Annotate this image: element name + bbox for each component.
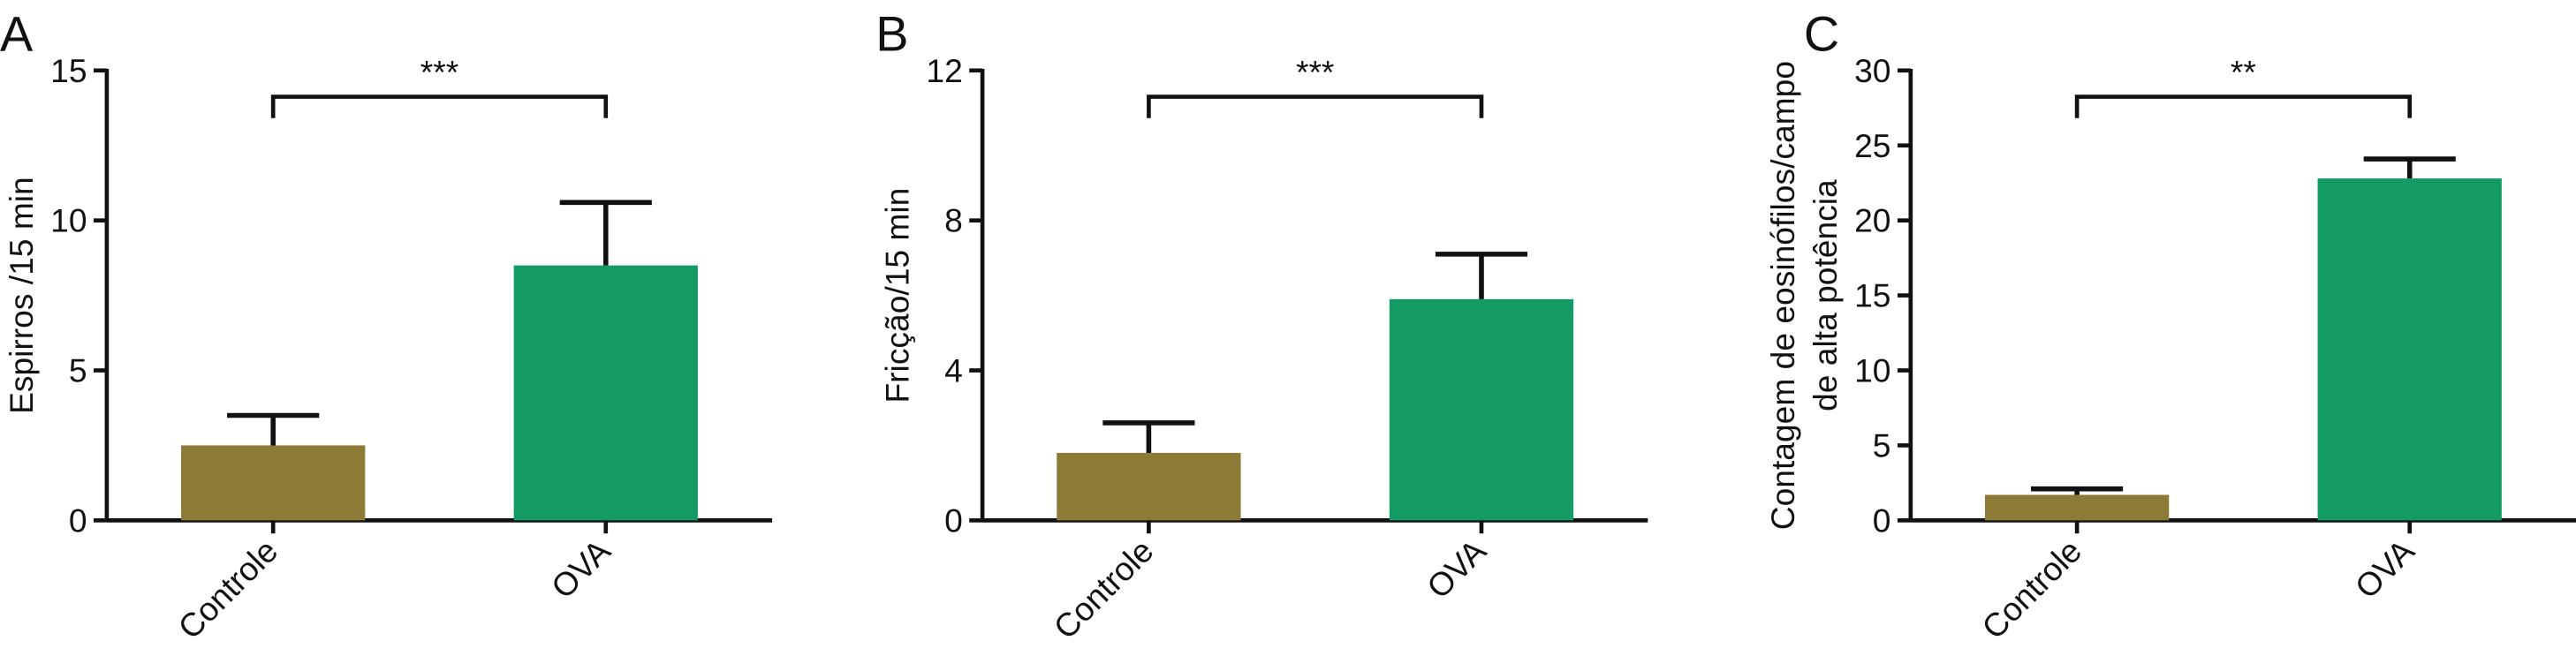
bar xyxy=(1389,298,1574,521)
error-bar xyxy=(1102,420,1195,453)
x-tick-label: OVA xyxy=(1420,532,1493,605)
error-bar xyxy=(559,200,652,266)
bar xyxy=(1057,452,1241,521)
x-tick-label: OVA xyxy=(544,532,617,605)
y-axis-label: Espirros /15 min xyxy=(3,177,40,414)
y-tick-label: 5 xyxy=(69,352,87,389)
y-tick-label: 5 xyxy=(1873,426,1891,464)
y-tick-label: 0 xyxy=(69,501,87,539)
significance-bracket xyxy=(1147,94,1484,118)
significance-label: *** xyxy=(1296,54,1334,91)
y-axis-label: Contagem de eosinófilos/campo xyxy=(1764,61,1801,530)
bar xyxy=(2317,178,2502,521)
y-tick-label: 25 xyxy=(1854,127,1890,164)
panel-label: C xyxy=(1804,6,1839,62)
y-tick-label: 8 xyxy=(944,202,963,239)
error-bar xyxy=(2031,486,2124,495)
error-bar xyxy=(1435,252,1528,299)
x-tick-label: Controle xyxy=(170,532,284,646)
y-tick-label: 4 xyxy=(944,352,963,389)
x-tick-label: Controle xyxy=(1974,532,2088,646)
bar xyxy=(181,445,366,521)
error-bar xyxy=(227,412,320,446)
bar xyxy=(1984,494,2170,521)
panel-label: B xyxy=(875,6,908,62)
y-tick-label: 15 xyxy=(1854,277,1890,314)
bar xyxy=(513,265,698,521)
panel: A Espirros /15 min 0 5 10 15 Controle OVA *** xyxy=(0,6,773,646)
y-tick-label: 0 xyxy=(1873,501,1891,539)
y-tick-label: 12 xyxy=(926,52,962,89)
x-tick-label: OVA xyxy=(2348,532,2421,605)
y-tick-label: 10 xyxy=(50,202,87,239)
significance-label: ** xyxy=(2231,54,2256,91)
significance-label: *** xyxy=(420,54,458,91)
panel: B Fricção/15 min 0 4 8 12 Controle OVA *** xyxy=(875,6,1648,646)
x-tick-label: Controle xyxy=(1046,532,1160,646)
y-tick-label: 10 xyxy=(1854,352,1890,389)
panel-label: A xyxy=(0,6,34,62)
y-axis-label: Fricção/15 min xyxy=(878,188,915,403)
y-tick-label: 15 xyxy=(50,52,87,89)
y-axis-label: de alta potência xyxy=(1807,179,1844,411)
error-bar xyxy=(2363,156,2456,179)
y-tick-label: 30 xyxy=(1854,52,1890,89)
significance-bracket xyxy=(2074,94,2413,118)
significance-bracket xyxy=(270,94,609,118)
y-tick-label: 20 xyxy=(1854,202,1890,239)
y-tick-label: 0 xyxy=(944,501,963,539)
